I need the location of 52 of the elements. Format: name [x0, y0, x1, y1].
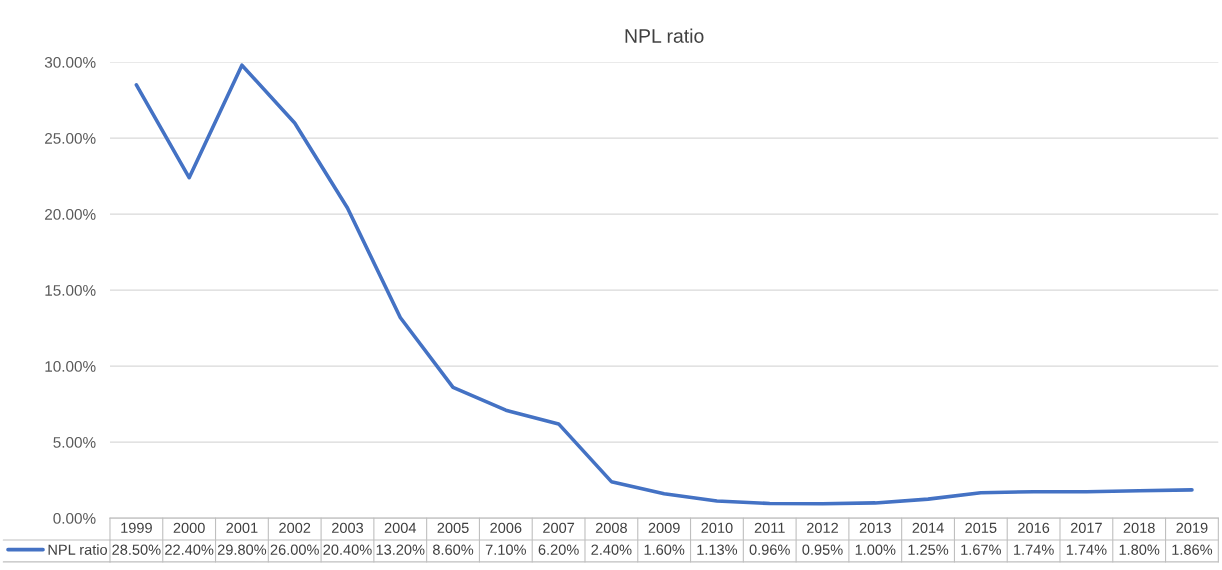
data-label: 20.40% [323, 544, 372, 555]
y-tick-label: 30.00% [44, 57, 96, 68]
x-tick-label: 2012 [807, 522, 838, 533]
legend-label: NPL ratio [48, 544, 108, 555]
data-label: 29.80% [217, 544, 267, 555]
data-label: 1.13% [697, 544, 738, 555]
x-tick-label: 2019 [1176, 522, 1208, 533]
x-tick-label: 2015 [965, 522, 997, 533]
chart-title: NPL ratio [625, 28, 704, 43]
data-label: 1.67% [961, 544, 1001, 555]
data-label: 8.60% [433, 544, 474, 555]
line-series [134, 63, 1194, 506]
data-label: 1.74% [1066, 544, 1107, 555]
x-tick-label: 2010 [701, 522, 733, 533]
y-tick-label: 5.00% [53, 437, 96, 448]
x-tick-label: 2017 [1070, 522, 1102, 533]
data-label: 1.60% [644, 544, 685, 555]
x-tick-label: 2008 [595, 522, 627, 533]
data-label: 22.40% [165, 544, 214, 555]
x-tick-label: 2004 [384, 522, 417, 533]
y-tick-label: 15.00% [45, 285, 96, 296]
x-tick-label: 2018 [1123, 522, 1155, 533]
x-tick-label: 2009 [648, 522, 680, 533]
x-tick-label: 2006 [490, 522, 522, 533]
data-label: 1.74% [1014, 544, 1054, 555]
y-tick-label: 25.00% [45, 133, 96, 144]
x-tick-label: 2014 [912, 522, 944, 533]
data-label: 2.40% [591, 544, 632, 555]
x-tick-label: 2007 [543, 522, 575, 533]
data-label: 1.00% [855, 544, 896, 555]
x-tick-label: 2002 [279, 522, 311, 533]
x-tick-label: 1999 [121, 522, 152, 533]
y-tick-label: 10.00% [45, 361, 96, 372]
x-tick-label: 2013 [859, 522, 891, 533]
data-label: 0.95% [802, 544, 843, 555]
data-label: 1.80% [1119, 544, 1160, 555]
y-tick-label: 20.00% [45, 209, 96, 220]
data-label: 0.96% [749, 544, 790, 555]
x-tick-label: 2000 [173, 522, 205, 533]
x-tick-label: 2011 [754, 522, 785, 533]
data-label: 26.00% [270, 544, 319, 555]
x-tick-label: 2001 [226, 522, 258, 533]
y-tick-label: 0.00% [53, 513, 96, 524]
data-label: 28.50% [112, 544, 161, 555]
data-label: 1.86% [1172, 544, 1213, 555]
data-label: 6.20% [538, 544, 579, 555]
data-label: 1.25% [908, 544, 949, 555]
x-tick-label: 2005 [437, 522, 469, 533]
data-label: 13.20% [376, 544, 425, 555]
x-tick-label: 2003 [332, 522, 364, 533]
data-label: 7.10% [485, 544, 526, 555]
x-tick-label: 2016 [1018, 522, 1050, 533]
